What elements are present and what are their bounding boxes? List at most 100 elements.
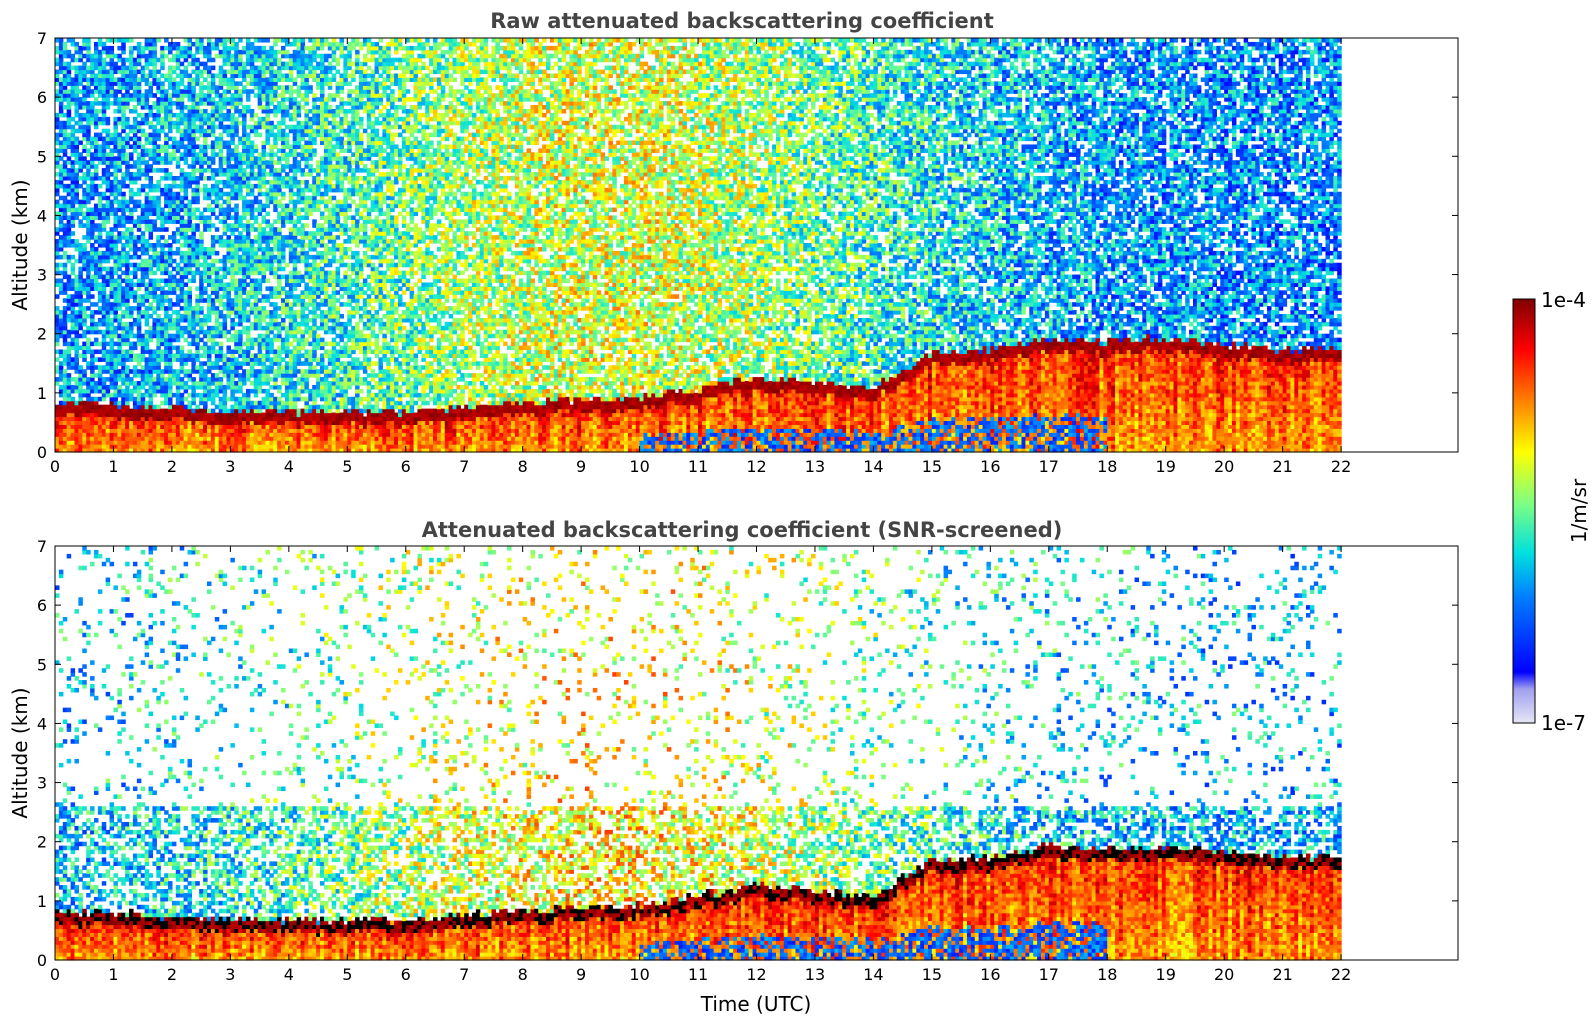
heatmap-cell [269,179,274,185]
heatmap-cell [195,38,200,43]
heatmap-cell [238,294,243,299]
heatmap-cell [156,361,161,366]
heatmap-cell [164,112,169,118]
heatmap-cell [160,306,165,311]
heatmap-cell [234,89,239,94]
heatmap-cell [58,97,64,102]
heatmap-cell [203,314,208,319]
heatmap-cell [74,325,79,331]
heatmap-cell [144,116,150,122]
heatmap-cell [160,45,165,51]
heatmap-cell [156,384,161,390]
heatmap-cell [55,310,60,315]
heatmap-cell [183,144,189,149]
heatmap-cell [284,38,290,43]
heatmap-cell [164,191,169,197]
heatmap-cell [261,306,267,311]
heatmap-cell [191,85,196,90]
heatmap-cell [164,203,169,209]
heatmap-cell [281,258,286,264]
heatmap-cell [101,357,107,362]
heatmap-cell [257,254,263,260]
heatmap-cell [105,416,111,422]
heatmap-cell [86,384,91,390]
heatmap-cell [58,176,64,181]
heatmap-cell [144,250,150,256]
heatmap-cell [168,384,173,390]
heatmap-cell [273,235,278,240]
heatmap-cell [93,270,99,276]
heatmap-cell [226,329,231,335]
heatmap-cell [249,243,255,248]
heatmap-cell [164,314,169,319]
heatmap-cell [132,408,138,414]
heatmap-cell [90,243,95,248]
heatmap-cell [62,61,68,67]
heatmap-cell [245,61,251,67]
heatmap-cell [230,404,235,410]
heatmap-cell [288,384,294,390]
heatmap-cell [121,45,126,51]
heatmap-cell [245,199,251,205]
heatmap-cell [66,282,72,287]
heatmap-cell [191,388,196,394]
heatmap-cell [152,144,157,149]
heatmap-cell [273,203,278,209]
heatmap-cell [101,384,107,390]
heatmap-cell [269,266,274,272]
heatmap-cell [257,258,263,264]
heatmap-cell [62,136,68,142]
heatmap-cell [206,93,212,98]
heatmap-cell [156,381,161,386]
heatmap-cell [101,41,107,47]
heatmap-cell [125,270,130,276]
heatmap-cell [210,325,216,331]
heatmap-cell [129,369,134,374]
heatmap-cell [234,108,239,114]
heatmap-cell [273,317,278,323]
heatmap-cell [105,404,111,410]
heatmap-cell [238,298,243,303]
heatmap-cell [238,172,243,177]
heatmap-cell [140,369,146,374]
heatmap-cell [144,219,150,224]
heatmap-cell [86,286,91,291]
heatmap-cell [55,152,60,157]
heatmap-cell [156,436,161,441]
heatmap-cell [74,278,79,284]
heatmap-cell [218,388,224,394]
heatmap-cell [222,317,228,323]
heatmap-cell [90,77,95,82]
heatmap-cell [93,420,99,425]
heatmap-cell [210,65,216,71]
heatmap-cell [125,73,130,79]
heatmap-cell [62,207,68,213]
heatmap-cell [97,416,103,422]
heatmap-cell [261,120,267,126]
heatmap-cell [210,187,216,193]
heatmap-cell [93,77,99,82]
heatmap-cell [265,61,270,67]
heatmap-cell [86,191,91,197]
heatmap-cell [218,191,224,197]
heatmap-cell [113,235,118,240]
heatmap-cell [234,294,239,299]
heatmap-cell [55,73,60,79]
heatmap-cell [78,392,83,398]
heatmap-cell [226,408,231,414]
heatmap-cell [129,227,134,232]
heatmap-cell [218,239,224,244]
heatmap-cell [253,361,259,366]
heatmap-cell [249,199,255,205]
heatmap-cell [234,227,239,232]
heatmap-cell [214,384,220,390]
heatmap-cell [175,270,181,276]
heatmap-cell [222,258,228,264]
heatmap-cell [160,440,165,445]
heatmap-cell [253,144,259,149]
heatmap-cell [164,219,169,224]
heatmap-cell [175,65,181,71]
heatmap-cell [277,345,282,351]
heatmap-cell [125,199,130,205]
heatmap-cell [183,112,189,118]
